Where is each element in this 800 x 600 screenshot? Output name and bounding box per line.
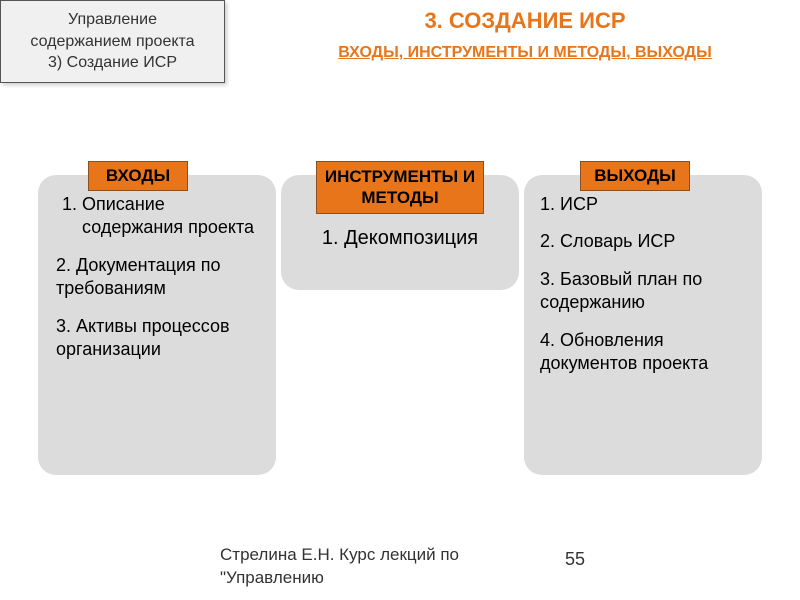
panel-outputs: ВЫХОДЫ 1. ИСР 2. Словарь ИСР 3. Базовый …: [524, 175, 762, 475]
page-number: 55: [565, 549, 585, 570]
tools-item: 1. Декомпозиция: [297, 227, 503, 250]
page-title: 3. СОЗДАНИЕ ИСР: [280, 8, 770, 34]
list-item: 4. Обновления документов проекта: [540, 329, 746, 376]
breadcrumb: Управление содержанием проекта 3) Создан…: [0, 0, 225, 83]
outputs-list: 1. ИСР 2. Словарь ИСР 3. Базовый план по…: [540, 193, 746, 375]
label-inputs: ВХОДЫ: [88, 161, 188, 191]
label-outputs: ВЫХОДЫ: [580, 161, 690, 191]
breadcrumb-line1: Управление: [11, 9, 214, 31]
inputs-list: Описание содержания проекта 2. Документа…: [54, 193, 260, 361]
list-item: 3. Базовый план по содержанию: [540, 268, 746, 315]
list-item: 2. Словарь ИСР: [540, 230, 746, 253]
footer-text: Стрелина Е.Н. Курс лекций по "Управлению: [220, 544, 480, 590]
page-subtitle: ВХОДЫ, ИНСТРУМЕНТЫ И МЕТОДЫ, ВЫХОДЫ: [280, 42, 770, 64]
panel-tools: ИНСТРУМЕНТЫ И МЕТОДЫ 1. Декомпозиция: [281, 175, 519, 290]
panel-inputs: ВХОДЫ Описание содержания проекта 2. Док…: [38, 175, 276, 475]
breadcrumb-line2: содержанием проекта: [11, 31, 214, 53]
list-item: 1. ИСР: [540, 193, 746, 216]
breadcrumb-line3: 3) Создание ИСР: [11, 52, 214, 74]
label-tools: ИНСТРУМЕНТЫ И МЕТОДЫ: [316, 161, 484, 214]
list-item: Описание содержания проекта: [82, 193, 260, 240]
list-item: 3. Активы процессов организации: [56, 315, 260, 362]
list-item: 2. Документация по требованиям: [56, 254, 260, 301]
diagram-area: ВХОДЫ Описание содержания проекта 2. Док…: [38, 175, 762, 475]
